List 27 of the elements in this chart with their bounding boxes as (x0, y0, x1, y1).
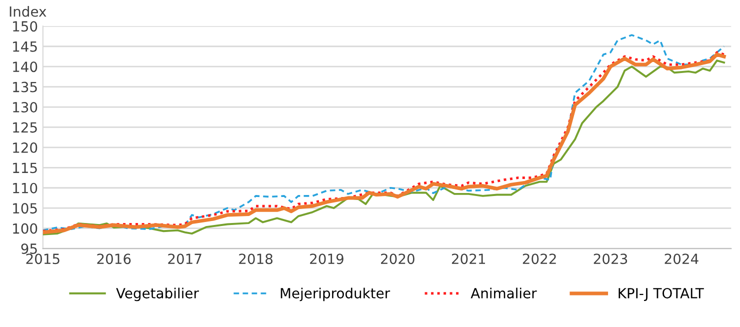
y-tick-label: 125 (13, 122, 37, 133)
x-tick-label: 2022 (522, 254, 556, 264)
legend-label: KPI-J TOTALT (618, 288, 704, 302)
y-tick-label: 105 (13, 203, 37, 214)
y-tick-label: 140 (13, 62, 38, 72)
y-tick-label: 145 (13, 42, 37, 52)
y-tick-label: 150 (13, 21, 38, 32)
legend-label: Vegetabilier (116, 288, 199, 302)
legend-label: Mejeriprodukter (280, 288, 390, 302)
y-tick-label: 100 (13, 223, 38, 234)
y-axis-title: Index (10, 6, 46, 17)
y-tick-label: 110 (13, 182, 38, 194)
x-tick-label: 2024 (664, 254, 698, 264)
x-tick-label: 2021 (452, 254, 485, 264)
x-tick-label: 2017 (168, 254, 202, 264)
x-tick-label: 2015 (26, 254, 60, 264)
y-tick-label: 115 (13, 162, 37, 174)
x-tick-label: 2020 (381, 254, 414, 264)
y-tick-label: 135 (13, 82, 37, 92)
x-tick-label: 2019 (310, 254, 344, 264)
y-tick-label: 95 (21, 243, 37, 254)
x-tick-label: 2018 (239, 254, 272, 264)
y-tick-label: 120 (13, 142, 38, 153)
x-tick-label: 2016 (97, 254, 131, 264)
y-tick-label: 130 (13, 102, 38, 112)
legend-label: Animalier (470, 288, 537, 298)
x-tick-label: 2023 (594, 254, 628, 264)
